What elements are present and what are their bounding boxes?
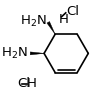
- Text: Cl: Cl: [17, 77, 30, 90]
- Polygon shape: [30, 52, 44, 55]
- Text: H: H: [27, 77, 37, 90]
- Text: H$_2$N: H$_2$N: [20, 14, 47, 29]
- Text: H: H: [59, 13, 69, 26]
- Text: H$_2$N: H$_2$N: [1, 46, 28, 61]
- Text: Cl: Cl: [66, 5, 79, 18]
- Polygon shape: [47, 22, 55, 34]
